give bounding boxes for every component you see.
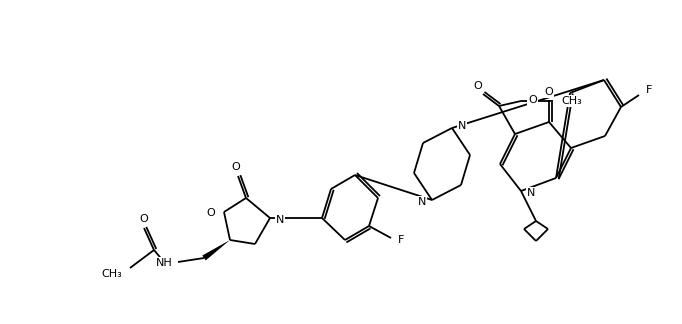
Text: CH₃: CH₃ bbox=[561, 96, 582, 106]
Text: NH: NH bbox=[156, 258, 173, 268]
Text: F: F bbox=[646, 85, 653, 95]
Text: O: O bbox=[545, 87, 553, 97]
Text: O: O bbox=[473, 81, 482, 91]
Text: O: O bbox=[232, 162, 240, 172]
Text: N: N bbox=[527, 188, 535, 198]
Text: N: N bbox=[417, 197, 426, 207]
Text: O: O bbox=[206, 208, 215, 218]
Text: O: O bbox=[140, 214, 149, 224]
Text: N: N bbox=[276, 215, 284, 225]
Polygon shape bbox=[203, 240, 230, 260]
Text: N: N bbox=[458, 121, 466, 131]
Text: O: O bbox=[528, 95, 537, 105]
Text: F: F bbox=[398, 235, 404, 245]
Text: CH₃: CH₃ bbox=[101, 269, 122, 279]
